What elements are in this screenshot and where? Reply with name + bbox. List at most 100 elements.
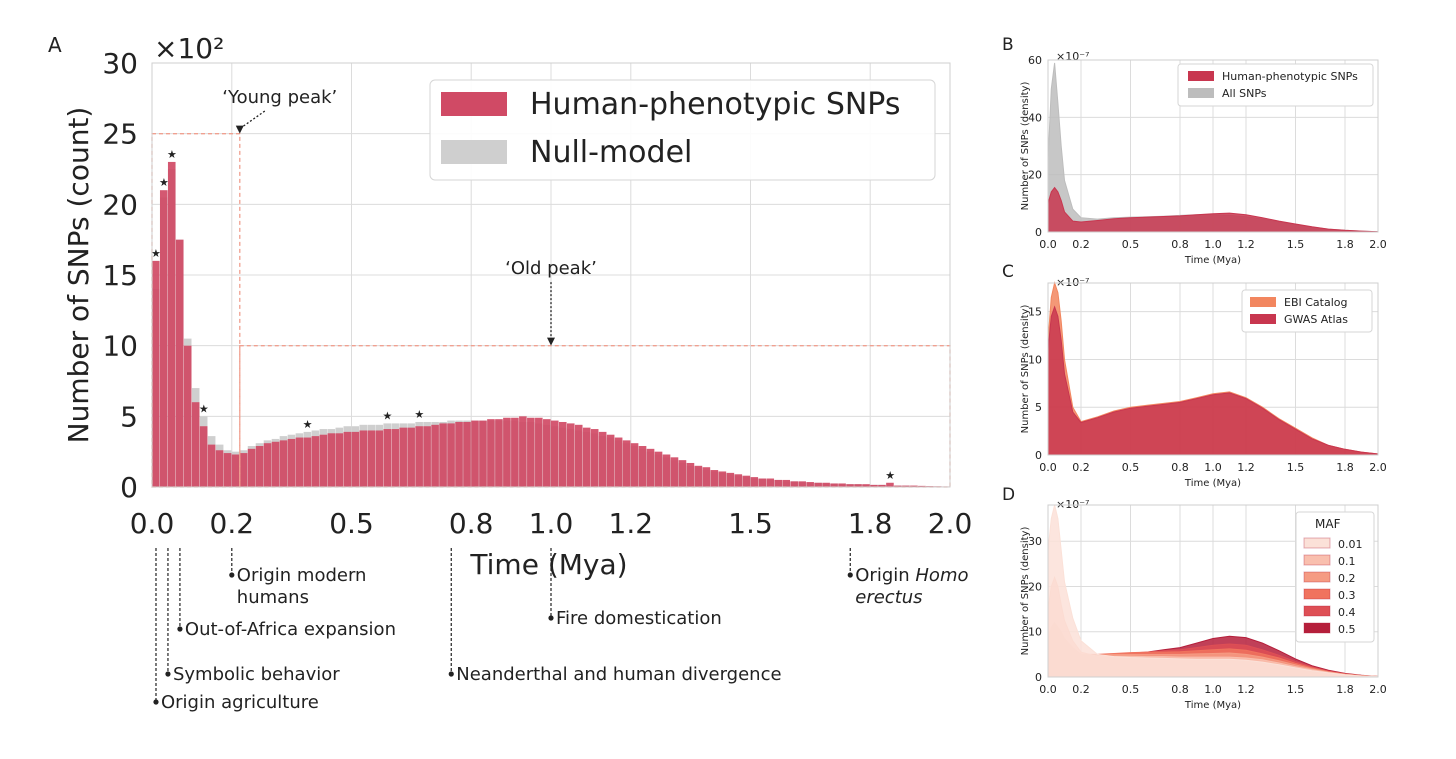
panel-a-significance-star-1: ★ [159, 176, 169, 189]
panel-a-bar-human-49 [543, 419, 551, 487]
panel-a-event-label-2: Out-of-Africa expansion [185, 619, 396, 640]
panel-d-x-tick-label-4: 1.0 [1204, 683, 1222, 696]
panel-a-bar-human-11 [239, 453, 248, 487]
panel-a-bar-human-6 [199, 426, 208, 487]
panel-a-bar-human-58 [614, 437, 623, 487]
panel-b-y-axis-label: Number of SNPs (density) [1020, 82, 1031, 211]
panel-a-bar-human-89 [862, 484, 870, 487]
panel-d-legend-label-0: 0.01 [1338, 538, 1363, 551]
panel-a-bar-human-32 [407, 427, 415, 487]
panel-a-y-tick-label-1: 5 [120, 400, 138, 433]
panel-b-plot-frame [1047, 59, 1379, 233]
panel-a-event-dot-5 [548, 615, 554, 621]
legend-label-all-snps: All SNPs [1222, 87, 1267, 100]
panel-a-bar-human-20 [311, 436, 320, 487]
panel-d-x-axis-label: Time (Mya) [1184, 700, 1241, 711]
legend-swatch-human-phenotypic [441, 92, 507, 116]
panel-c-label: C [1002, 262, 1014, 282]
event-text: Origin [855, 565, 915, 586]
panel-c-y-tick-label-0: 0 [1035, 449, 1042, 462]
panel-a-bar-human-19 [303, 437, 312, 487]
panel-d-x-tick-label-1: 0.2 [1072, 683, 1090, 696]
panel-a-event-dot-6 [847, 572, 853, 578]
panel-a-bar-human-91 [878, 484, 886, 487]
legend-swatch-null-model [441, 140, 507, 164]
panel-a-y-tick-label-5: 25 [102, 118, 138, 151]
panel-b-x-tick-label-7: 1.8 [1336, 238, 1354, 251]
panel-b: B ×10⁻⁷ 0 20 40 60 0.0 0.2 0.5 0.8 1.0 1.2 1.5 1.8 2… [1002, 35, 1387, 266]
panel-a-legend-box [429, 79, 936, 181]
panel-d-legend-title: MAF [1315, 517, 1341, 531]
panel-b-x-tick-label-5: 1.2 [1237, 238, 1255, 251]
panel-b-x-tick-label-1: 0.2 [1072, 238, 1090, 251]
panel-a-label: A [48, 33, 62, 57]
panel-d-x-tick-label-0: 0.0 [1039, 683, 1057, 696]
panel-a-bar-human-64 [662, 454, 671, 487]
panel-a-bar-human-48 [535, 417, 543, 487]
panel-c-y-tick-label-1: 5 [1035, 401, 1042, 414]
panel-a-bar-human-44 [503, 417, 511, 487]
panel-a-bar-human-72 [726, 472, 735, 487]
panel-a-region-arrowhead-1 [547, 337, 555, 346]
panel-a-bar-human-95 [910, 485, 918, 487]
panel-d-y-tick-label-1: 10 [1028, 626, 1042, 639]
panel-a-bar-human-23 [335, 433, 344, 487]
panel-d-x-tick-label-3: 0.8 [1171, 683, 1189, 696]
panel-d-y-axis-label: Number of SNPs (density) [1020, 527, 1031, 656]
panel-a-bar-human-27 [367, 430, 376, 487]
panel-d-legend-label-1: 0.1 [1338, 555, 1356, 568]
panel-a-x-tick-label-8: 2.0 [928, 507, 973, 540]
panel-d-legend: MAF 0.01 0.1 0.2 0.3 0.4 0.5 [1295, 511, 1375, 643]
panel-c-x-tick-label-6: 1.5 [1287, 461, 1305, 474]
panel-c-x-tick-label-3: 0.8 [1171, 461, 1189, 474]
panel-a-bar-human-42 [487, 419, 495, 487]
panel-d-legend-label-5: 0.5 [1338, 623, 1356, 636]
panel-a-bar-human-29 [383, 429, 391, 487]
panel-b-y-tick-label-1: 20 [1028, 169, 1042, 182]
panel-c-y-tick-label-2: 10 [1028, 353, 1042, 366]
panel-a-bar-human-41 [479, 420, 487, 487]
panel-b-legend: Human-phenotypic SNPs All SNPs [1177, 63, 1374, 107]
panel-a-bar-human-80 [790, 481, 798, 487]
panel-a-event-label-3-line2: humans [237, 587, 309, 608]
panel-a-bar-human-14 [263, 443, 272, 487]
panel-b-x-tick-label-6: 1.5 [1287, 238, 1305, 251]
panel-a-bar-human-39 [463, 421, 471, 487]
panel-a-bar-human-18 [295, 437, 304, 487]
panel-a-region-arrow-0 [239, 110, 266, 130]
legend-label-gwas-atlas: GWAS Atlas [1284, 313, 1348, 326]
panel-a-bar-human-71 [718, 471, 727, 487]
panel-a-bar-human-88 [854, 484, 862, 487]
panel-a-bar-human-92 [886, 482, 894, 487]
panel-d-x-tick-label-6: 1.5 [1287, 683, 1305, 696]
panel-d-legend-label-2: 0.2 [1338, 572, 1356, 585]
panel-a-bar-human-35 [431, 424, 439, 487]
panel-a-bar-human-55 [590, 429, 599, 487]
panel-a-event-label-1: Symbolic behavior [173, 664, 340, 685]
panel-d-y-tick-label-3: 30 [1028, 535, 1042, 548]
panel-a-bar-human-52 [566, 423, 575, 487]
panel-a-event-dot-4 [448, 671, 454, 677]
panel-b-x-tick-label-4: 1.0 [1204, 238, 1222, 251]
panel-a-bar-human-75 [750, 477, 759, 487]
panel-c-y-axis-label: Number of SNPs (density) [1020, 305, 1031, 434]
panel-a-bar-human-68 [694, 465, 703, 487]
event-text-italic: Homo [915, 565, 968, 586]
legend-swatch-gwas-atlas [1250, 314, 1276, 324]
panel-a-bar-human-40 [471, 420, 479, 487]
panel-d-legend-swatch-3 [1303, 588, 1331, 600]
panel-b-area-human-phenotypic-snps [1047, 186, 1379, 233]
panel-a-significance-star-0: ★ [151, 247, 161, 260]
panel-a-bar-human-8 [215, 450, 224, 487]
panel-a-bar-human-24 [343, 431, 352, 487]
panel-a-y-tick-label-2: 10 [102, 330, 138, 363]
panel-a-event-dot-3 [229, 572, 235, 578]
panel-a-bar-human-1 [159, 190, 168, 487]
legend-label-human-phenotypic: Human-phenotypic SNPs [530, 87, 901, 122]
panel-b-x-tick-label-3: 0.8 [1171, 238, 1189, 251]
panel-a-bar-human-33 [415, 426, 423, 487]
panel-a-bar-human-77 [766, 478, 775, 487]
panel-b-x-tick-label-0: 0.0 [1039, 238, 1057, 251]
panel-a-bar-human-4 [183, 345, 192, 487]
panel-a-event-label-0: Origin agriculture [161, 692, 319, 713]
